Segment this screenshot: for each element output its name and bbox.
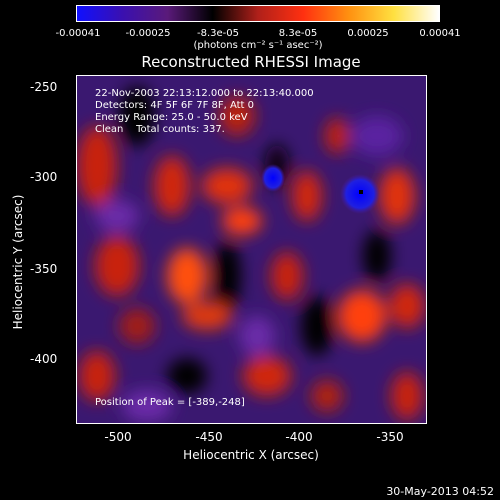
info-time: 22-Nov-2003 22:13:12.000 to 22:13:40.000 — [95, 88, 314, 99]
plot-title: Reconstructed RHESSI Image — [141, 53, 361, 71]
x-tick-label: -500 — [104, 430, 132, 444]
y-tick-label: -400 — [30, 352, 58, 366]
peak-position: Position of Peak = [-389,-248] — [95, 397, 245, 408]
image-plot — [76, 75, 427, 424]
colorbar-tick-label: -0.00041 — [55, 28, 101, 39]
colorbar-tick-label: 0.00025 — [347, 28, 389, 39]
x-tick-label: -400 — [285, 430, 313, 444]
peak-marker — [359, 190, 363, 194]
x-tick-label: -450 — [195, 430, 223, 444]
image-canvas — [77, 76, 426, 423]
colorbar-units: (photons cm⁻² s⁻¹ asec⁻²) — [193, 40, 323, 51]
y-tick-label: -300 — [30, 170, 58, 184]
colorbar-tick-label: 0.00041 — [419, 28, 461, 39]
timestamp-footer: 30-May-2013 04:52 — [386, 485, 494, 498]
colorbar-tick-label: 8.3e-05 — [278, 28, 318, 39]
x-axis-label: Heliocentric X (arcsec) — [183, 448, 319, 462]
y-tick-label: -250 — [30, 80, 58, 94]
colorbar — [76, 5, 440, 22]
info-clean: Clean Total counts: 337. — [95, 124, 225, 135]
y-axis-label: Heliocentric Y (arcsec) — [11, 194, 25, 330]
y-tick-label: -350 — [30, 262, 58, 276]
blue-spot — [261, 164, 285, 192]
colorbar-tick-label: -8.3e-05 — [197, 28, 239, 39]
info-energy: Energy Range: 25.0 - 50.0 keV — [95, 112, 248, 123]
x-tick-label: -350 — [376, 430, 404, 444]
colorbar-tick-label: -0.00025 — [125, 28, 171, 39]
info-detectors: Detectors: 4F 5F 6F 7F 8F, Att 0 — [95, 100, 255, 111]
